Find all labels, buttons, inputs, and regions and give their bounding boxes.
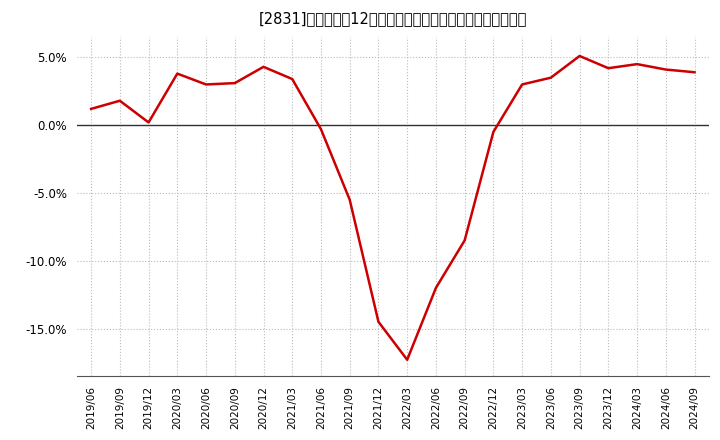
Title: [2831]　売上高の12か月移動合計の対前年同期増減率の推移: [2831] 売上高の12か月移動合計の対前年同期増減率の推移 [258,11,527,26]
